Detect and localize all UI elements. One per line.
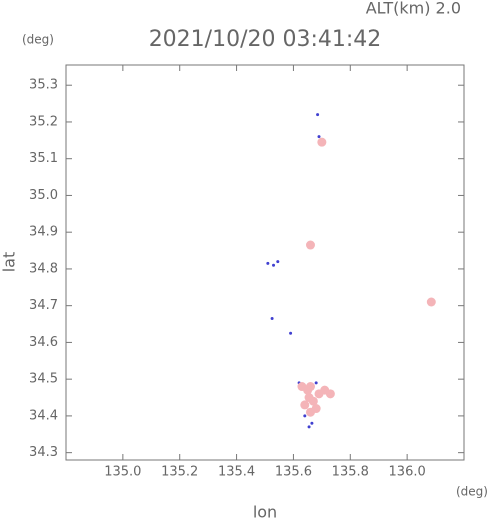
point	[317, 137, 327, 147]
y-tick-label: 34.6	[29, 335, 58, 350]
x-tick-label: 135.2	[161, 465, 198, 480]
point	[304, 393, 314, 403]
y-tick-label: 35.3	[29, 78, 58, 93]
y-unit: (deg)	[22, 33, 54, 47]
y-tick-label: 34.3	[29, 445, 58, 460]
y-tick-label: 34.9	[29, 225, 58, 240]
point	[426, 297, 436, 307]
point	[305, 240, 315, 250]
x-tick-label: 135.8	[332, 465, 369, 480]
point	[311, 404, 321, 414]
point	[289, 331, 293, 335]
point	[276, 260, 280, 264]
point	[314, 381, 318, 385]
point	[303, 414, 307, 418]
point	[272, 263, 276, 267]
x-tick-label: 135.4	[218, 465, 255, 480]
x-tick-label: 136.0	[389, 465, 426, 480]
y-tick-label: 34.8	[29, 261, 58, 276]
point	[316, 113, 320, 117]
point	[325, 389, 335, 399]
x-unit: (deg)	[456, 485, 488, 499]
x-tick-label: 135.0	[104, 465, 141, 480]
point	[310, 421, 314, 425]
y-tick-label: 34.7	[29, 298, 58, 313]
point	[300, 400, 310, 410]
x-axis-label: lon	[253, 503, 277, 521]
y-axis-label: lat	[0, 252, 19, 273]
y-tick-label: 35.0	[29, 188, 58, 203]
point	[266, 261, 270, 265]
plot-frame	[65, 64, 465, 461]
y-tick-label: 34.5	[29, 372, 58, 387]
point	[305, 382, 315, 392]
y-tick-label: 35.1	[29, 151, 58, 166]
y-tick-label: 34.4	[29, 408, 58, 423]
x-tick-label: 135.6	[275, 465, 312, 480]
point	[270, 317, 274, 321]
point	[317, 135, 321, 139]
chart-subtitle: ALT(km) 2.0	[366, 0, 461, 18]
point	[307, 425, 311, 429]
chart-title: 2021/10/20 03:41:42	[149, 27, 382, 52]
y-tick-label: 35.2	[29, 114, 58, 129]
